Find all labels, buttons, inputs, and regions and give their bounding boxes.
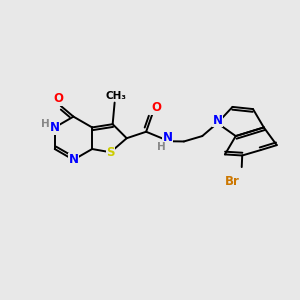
Text: S: S xyxy=(106,146,115,159)
Text: Br: Br xyxy=(224,175,239,188)
Text: N: N xyxy=(50,121,60,134)
Text: N: N xyxy=(162,131,172,144)
Text: H: H xyxy=(40,119,49,130)
Text: N: N xyxy=(68,153,78,166)
Text: H: H xyxy=(157,142,166,152)
Text: O: O xyxy=(54,92,64,106)
Text: N: N xyxy=(212,114,222,127)
Text: CH₃: CH₃ xyxy=(105,91,126,101)
Text: O: O xyxy=(152,101,161,114)
